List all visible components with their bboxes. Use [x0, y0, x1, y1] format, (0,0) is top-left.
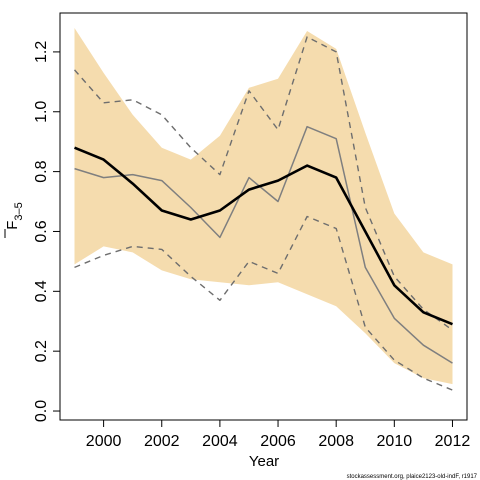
series-line-dashed-lower [74, 215, 453, 391]
x-axis: 2000 2002 2004 2006 2008 2010 2012 [86, 420, 471, 450]
svg-text:F3–5: F3–5 [4, 202, 25, 230]
y-axis: 0.0 0.2 0.4 0.6 0.8 1.0 1.2 [33, 41, 60, 422]
y-axis-title-subscript: 3–5 [13, 202, 25, 220]
y-tick-label: 1.2 [33, 41, 50, 63]
y-tick-label: 0.8 [33, 160, 50, 182]
x-tick-label: 2000 [86, 433, 122, 450]
x-tick-label: 2006 [260, 433, 296, 450]
y-tick-label: 0.0 [33, 400, 50, 422]
source-footnote: stockassessment.org, plaice2123-old-indF… [347, 474, 478, 480]
x-axis-title: Year [249, 453, 279, 470]
x-tick-label: 2008 [318, 433, 354, 450]
confidence-band [74, 28, 453, 385]
y-tick-label: 0.6 [33, 220, 50, 242]
y-tick-label: 0.2 [33, 340, 50, 362]
x-tick-label: 2010 [377, 433, 413, 450]
confidence-band-layer [74, 28, 453, 385]
series-line-dashed-upper [73, 36, 453, 331]
x-tick-label: 2004 [202, 433, 238, 450]
series-layer [73, 36, 453, 391]
series-line-estimate [74, 146, 453, 326]
y-axis-title-base: F [4, 221, 21, 230]
series-line-thin [74, 125, 453, 364]
y-tick-label: 1.0 [33, 101, 50, 123]
y-tick-label: 0.4 [33, 280, 50, 302]
x-tick-label: 2012 [435, 433, 471, 450]
plot-frame [59, 12, 468, 421]
x-tick-label: 2002 [144, 433, 180, 450]
y-axis-title: F3–5 [4, 202, 25, 238]
